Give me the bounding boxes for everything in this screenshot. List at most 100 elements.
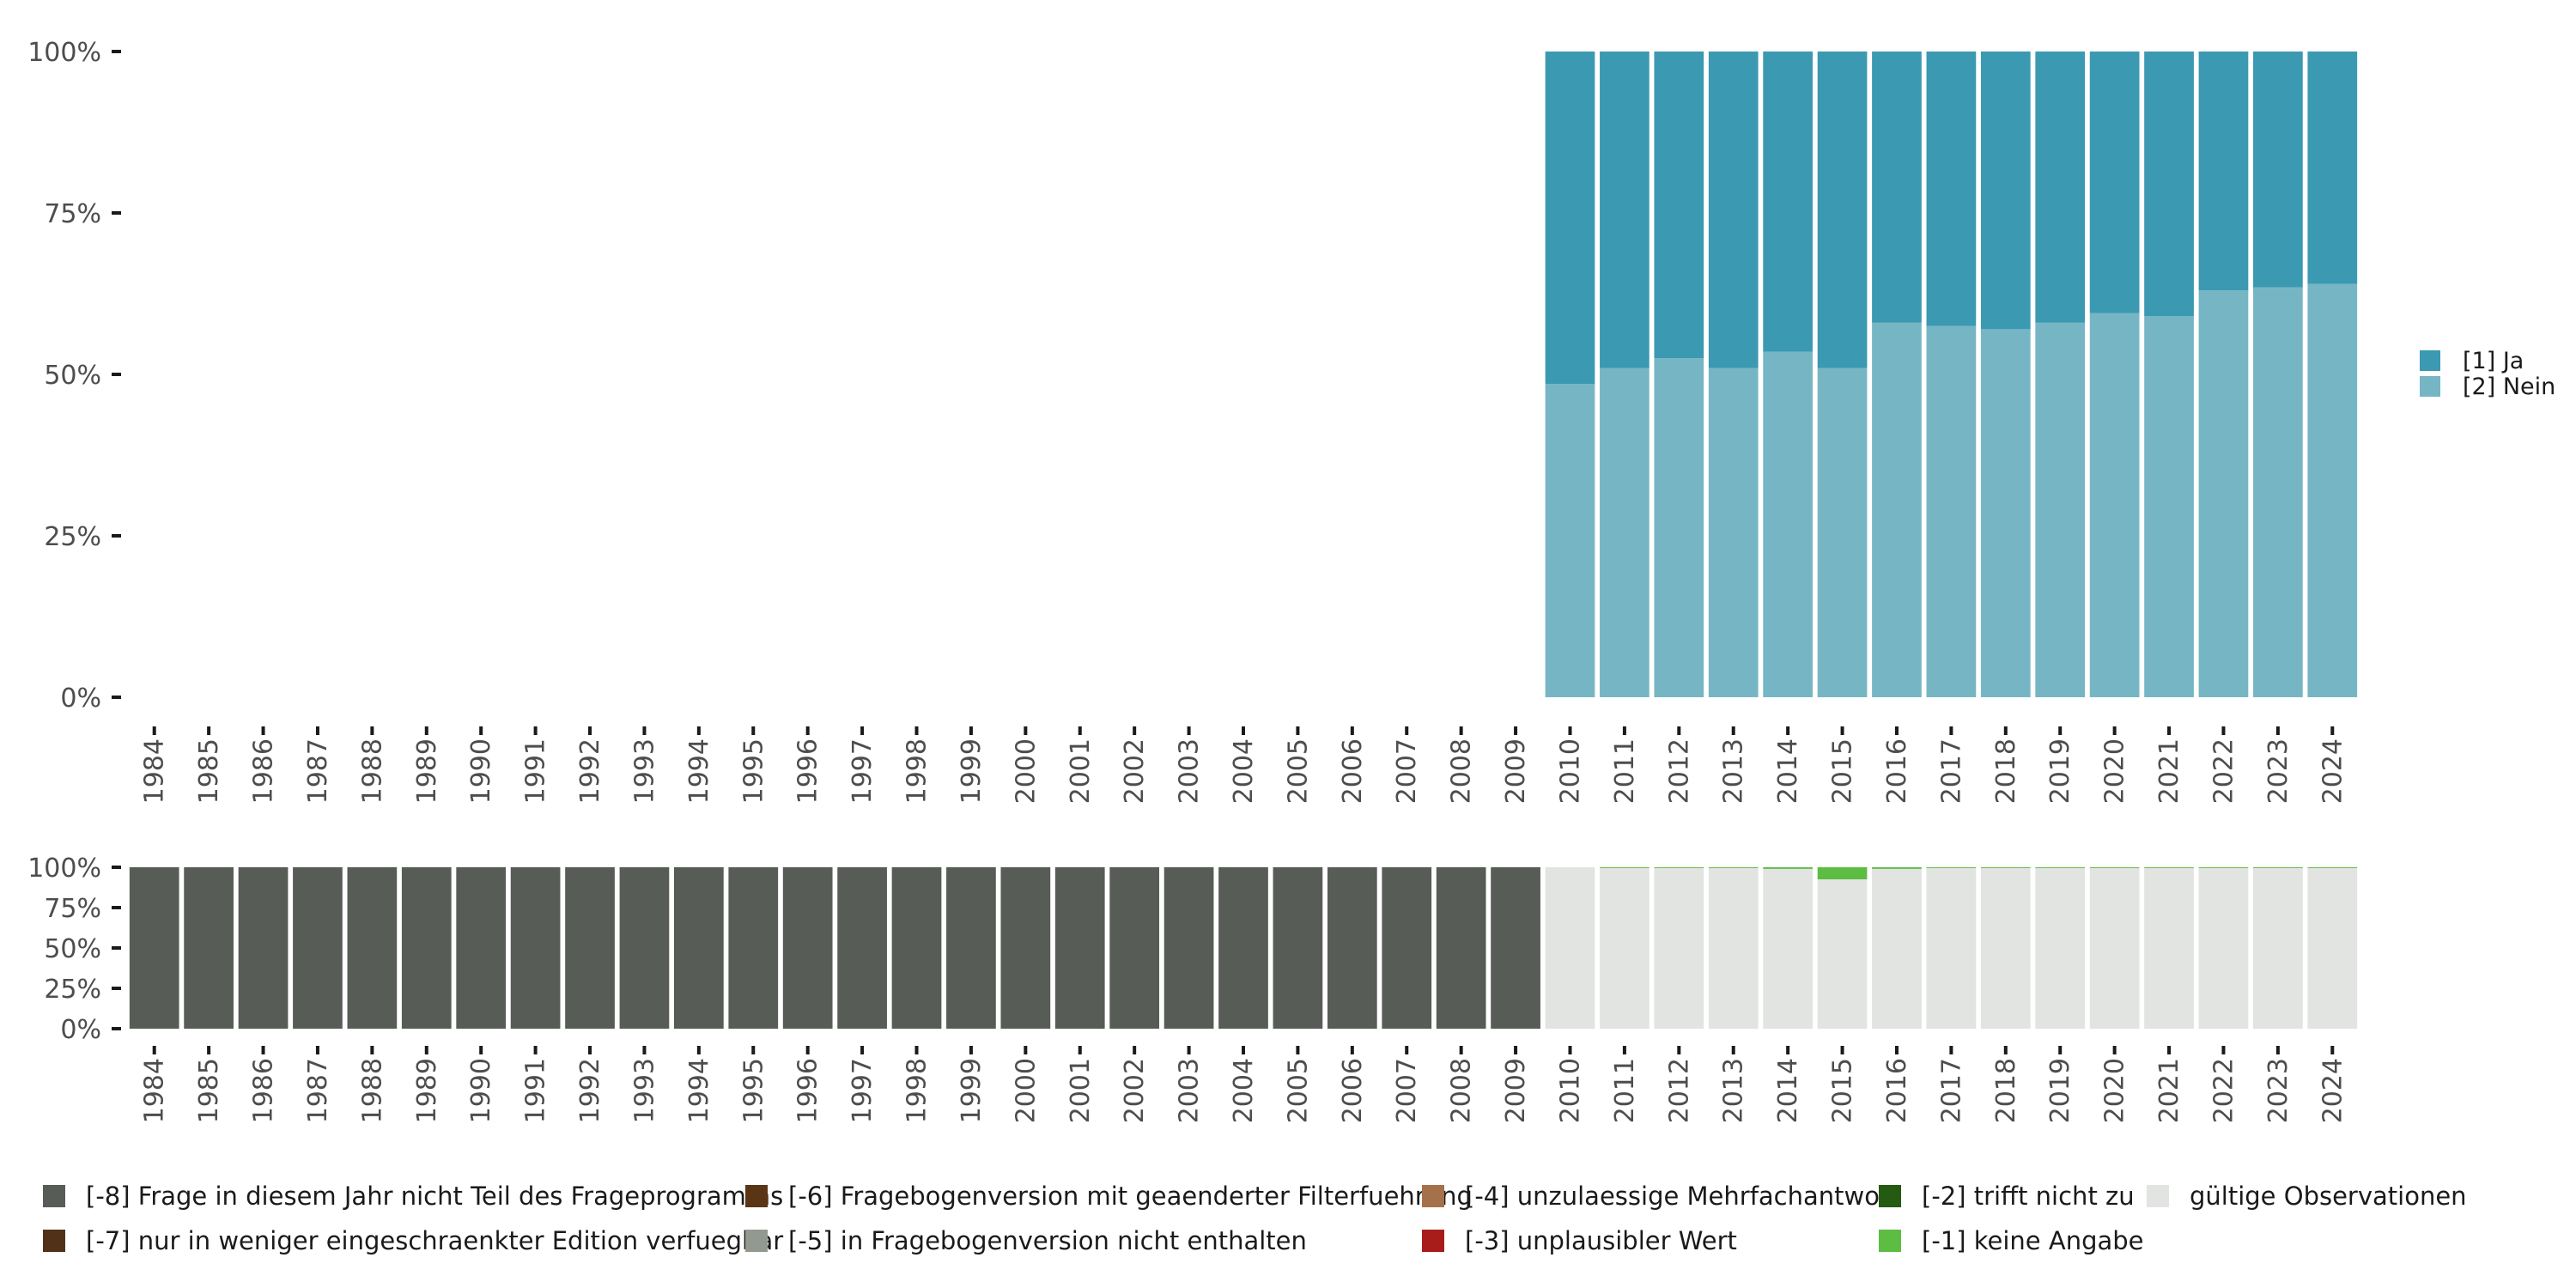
x-tick-label: 1992 [575,738,605,804]
x-tick-label: 2017 [1936,738,1966,804]
bar-segment [2089,52,2140,313]
x-tick-label: 1998 [902,738,933,804]
legend-label: [-3] unplausibler Wert [1465,1226,1737,1255]
bar-segment [2089,313,2140,697]
x-tick-label: 2006 [1338,738,1368,804]
y-tick-label: 75% [44,894,101,924]
x-tick-label: 2014 [1773,738,1803,804]
y-tick-label: 100% [27,38,101,68]
top-legend: [1] Ja[2] Nein [2420,348,2555,400]
bar-segment [1545,867,1595,1029]
bar-segment [1545,384,1595,697]
x-tick-label: 2020 [2100,738,2130,804]
x-tick-label: 2007 [1392,738,1422,804]
bar-segment [293,867,343,1029]
bar-segment [2198,867,2249,868]
x-tick-label: 1996 [793,738,823,804]
bar-segment [1926,867,1977,868]
legend-swatch [2147,1185,2169,1207]
legend-label: [-5] in Fragebogenversion nicht enthalte… [788,1226,1307,1255]
bar-segment [1763,52,1813,352]
bar-segment [184,867,234,1029]
bar-segment [2253,52,2303,288]
x-tick-label: 1988 [357,738,387,804]
x-tick-label: 2024 [2318,738,2348,804]
x-tick-label: 1998 [902,1058,933,1123]
x-tick-label: 2018 [1991,738,2021,804]
x-tick-label: 1987 [303,1058,333,1123]
bar-segment [565,867,615,1029]
bar-segment [1872,322,1922,697]
x-tick-label: 2001 [1066,1058,1096,1123]
top-panel: 0% 25% 50% 75% 100% 1984 1985 1986 1987 1988 1989 1… [27,38,2358,804]
x-tick-label: 1986 [249,738,279,804]
legend-swatch [2420,350,2440,371]
x-tick-label: 2019 [2045,738,2075,804]
y-tick-label: 50% [44,934,101,964]
x-tick-label: 2017 [1936,1058,1966,1123]
x-tick-label: 1985 [194,738,224,804]
bar-segment [1436,867,1486,1029]
bar-segment [1980,867,2031,1029]
x-tick-label: 2000 [1011,738,1041,804]
x-tick-label: 1993 [629,1058,659,1123]
bar-segment [674,867,724,1029]
x-tick-label: 1985 [194,1058,224,1123]
x-tick-label: 2022 [2208,738,2239,804]
x-tick-label: 1990 [466,738,496,804]
x-tick-label: 2016 [1882,1058,1912,1123]
bar-segment [1327,867,1377,1029]
x-tick-label: 1991 [521,738,551,804]
bar-segment [2144,867,2194,868]
x-tick-label: 1986 [249,1058,279,1123]
bar-segment [2035,52,2086,323]
x-tick-label: 2008 [1447,738,1477,804]
legend-label: [-8] Frage in diesem Jahr nicht Teil des… [86,1182,783,1211]
x-tick-label: 2012 [1664,1058,1694,1123]
bar-segment [2198,290,2249,697]
bar-segment [2253,867,2303,868]
legend-swatch [1422,1185,1444,1207]
bar-segment [1491,867,1540,1029]
bar-segment [2035,867,2086,868]
x-tick-label: 2003 [1175,1058,1205,1123]
legend-label: [-2] trifft nicht zu [1922,1182,2135,1211]
bar-segment [2253,287,2303,697]
bar-segment [1600,867,1649,868]
bar-segment [1926,52,1977,326]
x-tick-label: 1997 [848,738,878,804]
legend-swatch [1879,1230,1901,1252]
bar-segment [1817,52,1868,368]
x-tick-label: 2018 [1991,1058,2021,1123]
bar-segment [2253,867,2303,1029]
y-tick-label: 0% [60,683,101,714]
x-tick-label: 2019 [2045,1058,2075,1123]
legend-swatch [745,1230,768,1252]
x-tick-label: 2001 [1066,738,1096,804]
bar-segment [1708,52,1759,368]
bottom-panel: 0% 25% 50% 75% 100% 1984 1985 1986 1987 1988 1989 1… [27,854,2358,1123]
y-tick-label: 100% [27,854,101,884]
legend-label: gültige Observationen [2190,1182,2467,1211]
bar-segment [2144,52,2194,317]
x-tick-label: 2015 [1828,738,1858,804]
x-tick-label: 1995 [738,1058,769,1123]
x-tick-label: 2020 [2100,1058,2130,1123]
x-tick-label: 1988 [357,1058,387,1123]
bar-segment [1382,867,1432,1029]
bar-segment [1109,867,1160,1029]
bar-segment [2035,322,2086,697]
x-tick-label: 1995 [738,738,769,804]
bar-segment [1763,868,1813,1029]
legend-swatch [1879,1185,1901,1207]
x-tick-label: 1991 [521,1058,551,1123]
legend-swatch [43,1185,65,1207]
x-tick-label: 2016 [1882,738,1912,804]
x-tick-label: 2011 [1610,738,1640,804]
bar-segment [2307,867,2358,1029]
y-tick-label: 0% [60,1015,101,1045]
x-tick-label: 1984 [140,1058,170,1123]
bar-segment [1218,867,1268,1029]
x-tick-label: 1989 [412,738,442,804]
